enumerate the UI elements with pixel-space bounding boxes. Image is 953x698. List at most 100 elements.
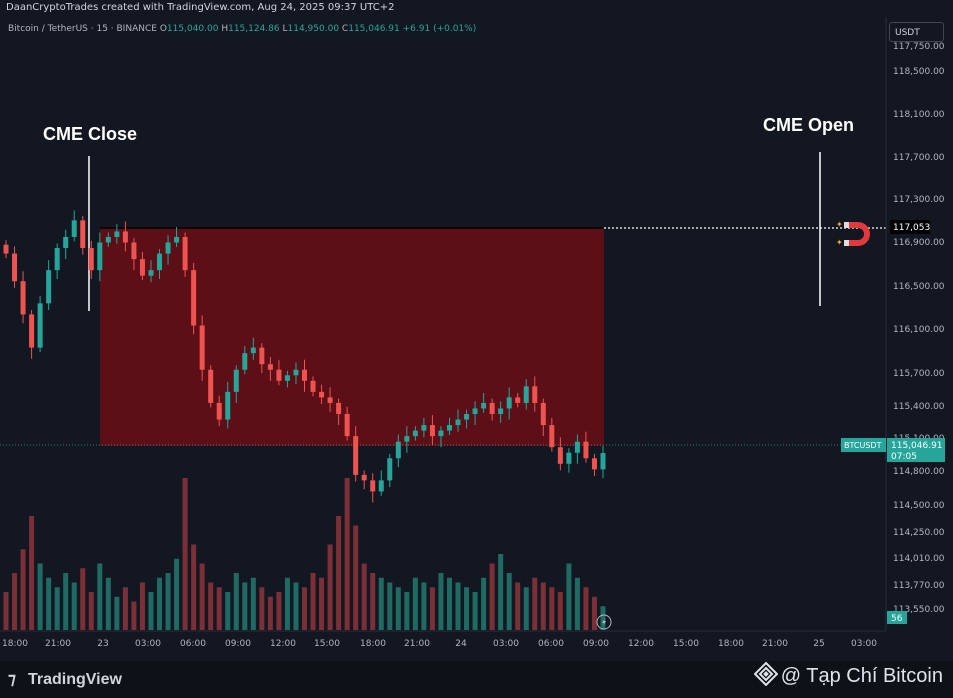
candle-body [12, 253, 18, 282]
candle-body [29, 314, 35, 348]
price-tick-label: 116,900.00 [893, 238, 945, 248]
price-tick-label: 113,770.00 [893, 581, 945, 591]
candle-body [481, 402, 487, 409]
time-tick-label: 15:00 [673, 639, 699, 649]
volume-bar [540, 582, 546, 630]
price-tick-label: 118,100.00 [893, 110, 945, 120]
price-tick-label: 118,500.00 [893, 67, 945, 77]
volume-bar [259, 587, 265, 630]
gap-level-badge: 117,053 [890, 220, 930, 234]
volume-bar [63, 573, 69, 630]
candle-body [404, 436, 410, 442]
candle-body [97, 242, 103, 271]
candle-body [464, 414, 470, 420]
candle-body [225, 391, 231, 420]
binance-diamond-icon [753, 662, 778, 686]
svg-text:✦: ✦ [836, 238, 843, 247]
price-chart[interactable]: CME Close CME Open ✦ ✦ 118,500.00 118,100… [0, 17, 953, 698]
volume-bar [395, 587, 401, 630]
volume-bar [327, 544, 333, 630]
volume-bar [157, 577, 163, 630]
time-tick-label: 03:00 [493, 639, 519, 649]
candle-body [208, 369, 214, 403]
volume-bar [566, 563, 572, 630]
volume-bar [532, 577, 538, 630]
volume-bar [549, 587, 555, 630]
candle-body [446, 425, 452, 431]
candle-body [165, 242, 171, 254]
candle-body [157, 253, 163, 271]
candle-body [498, 408, 504, 414]
time-tick-label: 23 [97, 639, 108, 649]
attribution-text: DaanCryptoTrades created with TradingVie… [6, 2, 395, 13]
tradingview-logo[interactable]: ⁊ TradingView [8, 669, 122, 689]
cme-open-label: CME Open [763, 115, 854, 135]
candle-body [319, 391, 325, 398]
volume-bar [276, 592, 282, 630]
volume-bar [20, 549, 26, 630]
volume-bar [37, 563, 43, 630]
legend-symbol[interactable]: Bitcoin / TetherUS · 15 · BINANCE [8, 24, 157, 34]
volume-bar [370, 573, 376, 630]
price-tick-label: 115,700.00 [893, 369, 945, 379]
candle-body [259, 347, 265, 365]
time-tick-label: 21:00 [404, 639, 430, 649]
price-tick-label: 114,250.00 [893, 528, 945, 538]
candle-body [284, 375, 290, 381]
volume-bar [523, 587, 529, 630]
volume-bar [12, 573, 18, 630]
candle-body [267, 364, 273, 370]
candle-body [216, 402, 222, 420]
candle-body [523, 386, 529, 403]
volume-bar [336, 516, 342, 630]
volume-bar [429, 587, 435, 630]
volume-bar [302, 587, 307, 630]
legend-open-label: O [159, 24, 167, 34]
candle-body [421, 425, 427, 431]
candle-body [174, 236, 180, 243]
candle-body [63, 236, 69, 249]
currency-button[interactable]: USDT [889, 22, 944, 42]
price-axis[interactable]: 118,500.00 118,100.00 117,700.00 117,300.00… [893, 42, 945, 615]
volume-bar [583, 587, 589, 630]
candle-body [293, 369, 299, 376]
time-tick-label: 21:00 [45, 639, 71, 649]
time-tick-label: 25 [813, 639, 824, 649]
candle-body [71, 220, 77, 237]
volume-badge: 56 [887, 611, 907, 624]
legend-change: +6.91 (+0.01%) [402, 24, 477, 34]
volume-bar [284, 577, 290, 630]
candle-body [105, 236, 111, 243]
time-tick-label: 24 [455, 639, 467, 649]
volume-bar [97, 563, 103, 630]
credit-text: @ Tạp Chí Bitcoin [780, 665, 943, 687]
volume-bar [515, 582, 521, 630]
tradingview-brand: TradingView [28, 671, 122, 688]
legend-close: 115,046.91 [348, 24, 400, 34]
candle-body [378, 480, 384, 492]
legend-low: 114,950.00 [287, 24, 340, 34]
volume-bar [353, 525, 359, 630]
time-tick-label: 18:00 [718, 639, 744, 649]
candle-body [489, 402, 495, 414]
candle-body [412, 430, 418, 437]
candle-body [46, 270, 52, 304]
time-axis[interactable]: 18:00 21:00 23 03:00 06:00 09:00 12:00 15:00 18:… [2, 639, 877, 649]
volume-bar [412, 577, 418, 630]
volume-bar [122, 587, 128, 630]
candle-body [472, 408, 478, 414]
volume-bar [498, 554, 504, 630]
volume-bar [293, 582, 299, 630]
candle-body [310, 380, 316, 392]
time-tick-label: 09:00 [225, 639, 251, 649]
volume-bar [114, 596, 120, 630]
candle-body [370, 480, 376, 492]
candle-body [455, 419, 461, 426]
candle-body [566, 452, 572, 464]
lightning-icon[interactable] [596, 614, 612, 630]
volume-bar [438, 573, 444, 630]
candle-body [37, 303, 43, 348]
time-tick-label: 06:00 [538, 639, 564, 649]
time-tick-label: 06:00 [180, 639, 206, 649]
volume-bar [361, 563, 367, 630]
